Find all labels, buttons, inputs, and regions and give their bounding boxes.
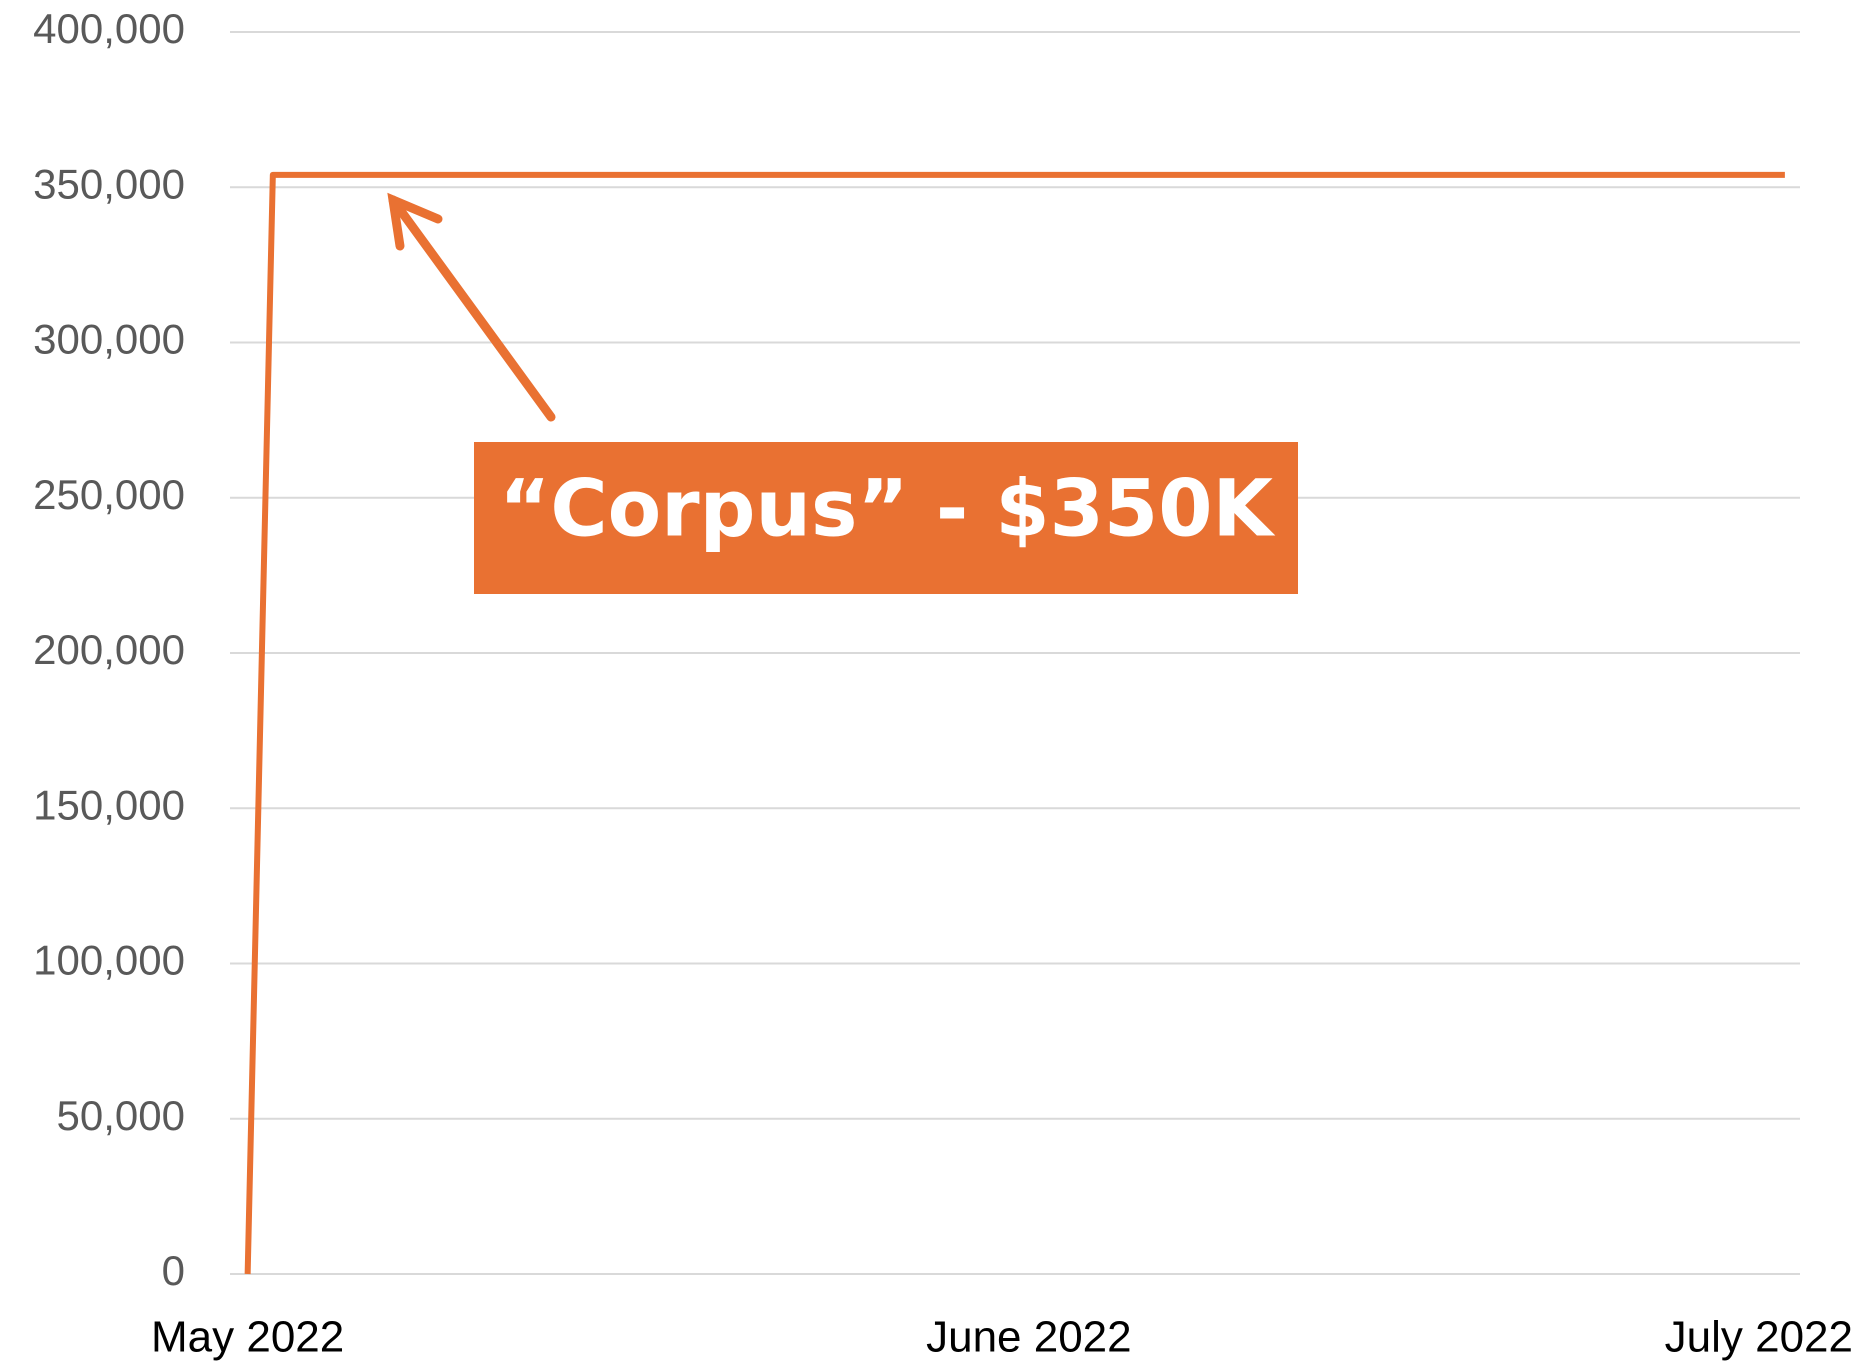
y-tick-label: 350,000	[33, 160, 185, 207]
y-tick-label: 200,000	[33, 626, 185, 673]
y-tick-label: 250,000	[33, 471, 185, 518]
y-tick-label: 0	[162, 1247, 185, 1294]
x-tick-label: July 2022	[1665, 1313, 1853, 1362]
y-tick-label: 50,000	[57, 1092, 185, 1139]
y-tick-label: 150,000	[33, 781, 185, 828]
y-tick-label: 100,000	[33, 937, 185, 984]
x-tick-label: June 2022	[926, 1313, 1132, 1362]
x-tick-label: May 2022	[151, 1313, 344, 1362]
annotation-box	[474, 442, 1298, 594]
line-series	[244, 171, 1785, 1275]
y-tick-label: 400,000	[33, 5, 185, 52]
annotation-arrow	[387, 192, 556, 422]
marks	[244, 171, 1785, 1275]
annotation-text: “Corpus” - $350K	[499, 464, 1275, 554]
grid	[230, 31, 1800, 1275]
y-tick-label: 300,000	[33, 316, 185, 363]
